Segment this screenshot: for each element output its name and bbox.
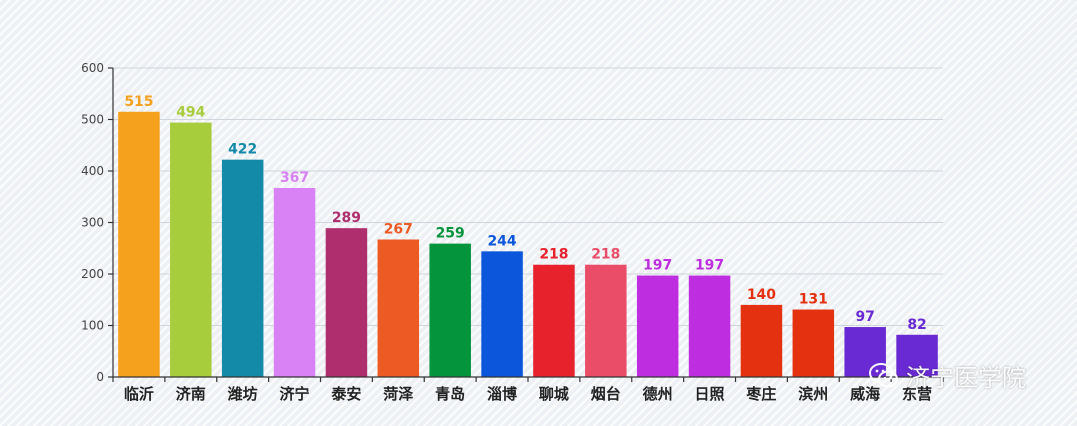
data-label: 259: [436, 226, 465, 242]
x-tick-label: 威海: [850, 385, 880, 403]
data-label: 218: [539, 247, 568, 263]
data-label: 367: [280, 170, 309, 186]
x-tick-label: 青岛: [435, 385, 465, 403]
data-label: 97: [855, 309, 874, 325]
data-label: 289: [332, 210, 361, 226]
x-tick-label: 烟台: [591, 385, 621, 403]
x-tick-label: 东营: [902, 385, 932, 403]
bar: [792, 309, 835, 377]
bar: [377, 239, 420, 377]
data-label: 82: [907, 317, 926, 333]
x-tick-label: 菏泽: [383, 385, 413, 403]
x-tick-label: 滨州: [798, 385, 828, 403]
x-tick-label: 日照: [695, 385, 725, 403]
bar: [429, 243, 471, 377]
axes: [108, 67, 944, 382]
bar: [118, 111, 160, 378]
x-tick-label: 聊城: [539, 385, 569, 403]
y-tick-label: 200: [81, 267, 104, 281]
data-label: 515: [124, 94, 153, 110]
y-tick-label: 0: [96, 370, 104, 384]
bar: [533, 264, 575, 377]
data-label: 197: [643, 258, 672, 274]
x-tick-label: 济南: [176, 385, 206, 403]
bar: [170, 122, 212, 377]
data-label: 218: [591, 247, 620, 263]
data-label: 422: [228, 142, 257, 158]
bar: [844, 327, 886, 377]
y-tick-label: 300: [81, 216, 104, 230]
y-tick-label: 400: [81, 164, 104, 178]
bars: [118, 111, 938, 378]
data-label: 494: [176, 105, 205, 121]
bar: [221, 159, 264, 377]
bar: [325, 228, 368, 377]
data-label: 140: [747, 287, 776, 303]
x-tick-label: 潍坊: [228, 385, 258, 403]
data-label: 197: [695, 258, 724, 274]
y-tick-label: 500: [81, 113, 104, 127]
y-tick-label: 100: [81, 319, 104, 333]
x-tick-label: 枣庄: [745, 385, 776, 403]
bar: [636, 275, 679, 377]
data-label: 267: [384, 221, 413, 237]
y-tick-label: 600: [81, 61, 104, 75]
labels: 0 100 200 300 400 500 600 515 临沂 494 济南 422 潍坊 367 济宁 2…: [81, 61, 932, 403]
data-label: 244: [487, 233, 516, 249]
bar: [688, 275, 731, 377]
bar: [481, 251, 523, 377]
x-tick-label: 济宁: [280, 385, 310, 403]
data-label: 131: [799, 292, 828, 308]
bar: [896, 334, 938, 377]
x-tick-label: 淄博: [487, 385, 517, 403]
bar: [740, 304, 783, 377]
bar: [273, 187, 316, 377]
bar: [585, 264, 627, 377]
x-tick-label: 德州: [643, 385, 673, 403]
x-tick-label: 临沂: [124, 385, 154, 403]
x-tick-label: 泰安: [330, 385, 361, 403]
